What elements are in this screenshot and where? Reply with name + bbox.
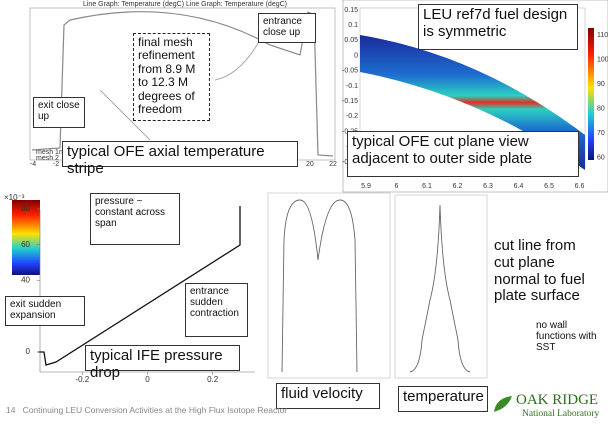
footer: 14 Continuing LEU Conversion Activities … [6, 405, 287, 415]
y-tick-label: 60 [21, 240, 30, 249]
axial-title: Line Graph: Temperature (degC) Line Grap… [83, 1, 287, 8]
exit-expansion-callout: exit sudden expansion [5, 296, 85, 326]
colorbar [588, 28, 594, 160]
symmetric-callout: LEU ref7d fuel design is symmetric [418, 4, 578, 50]
x-tick-label: 22 [329, 161, 337, 168]
colorbar-label: 70 [597, 130, 605, 137]
page: html,body{margin:0;padding:0;} body{widt… [0, 0, 608, 427]
colorbar-label: 60 [597, 154, 605, 161]
y-tick-label: 40 [21, 276, 30, 285]
y-tick-label: -0.15 [342, 98, 358, 105]
page-number: 14 [6, 405, 15, 415]
x-tick-label: -4 [30, 161, 36, 168]
colorbar-label: 80 [597, 105, 605, 112]
entrance-callout: entrance close up [258, 13, 316, 43]
y-tick-label: -0.05 [342, 68, 358, 75]
logo-sub: National Laboratory [522, 409, 599, 419]
y-tick-label: 80 [21, 204, 30, 213]
mesh-callout: final mesh refinement from 8.9 M to 12.3… [133, 33, 210, 121]
exponent: ×10⁻³ [4, 193, 25, 202]
wall-callout: no wall functions with SST [532, 318, 604, 374]
x-tick-label: 20 [306, 161, 314, 168]
legend-entry: mesh 2 [36, 155, 59, 162]
x-tick-label: 0 [145, 375, 150, 384]
entrance-contraction-callout: entrance sudden contraction [185, 283, 248, 337]
logo-name: OAK RIDGE [516, 392, 598, 409]
cut-line-callout: cut line from cut plane normal to fuel p… [490, 236, 603, 306]
logo-leaf [492, 394, 514, 414]
logo: OAK RIDGE National Laboratory [492, 392, 604, 424]
x-tick-label: -0.2 [75, 375, 89, 384]
y-tick-label: 0.15 [344, 7, 358, 14]
x-tick-label: 5.9 [361, 183, 371, 190]
x-tick-label: -2 [53, 161, 59, 168]
slide: {"axial_plot":{"title":"Line Graph: Temp… [0, 0, 608, 427]
x-tick-label: 6.2 [453, 183, 463, 190]
x-tick-label: 6.5 [544, 183, 554, 190]
y-tick-label: -0.2 [346, 113, 358, 120]
exit-callout: exit close up [33, 97, 85, 128]
axial-callout: typical OFE axial temperature stripe [62, 141, 298, 167]
footer-text: Continuing LEU Conversion Activities at … [23, 405, 288, 415]
cut-plane-callout: typical OFE cut plane view adjacent to o… [347, 131, 579, 177]
x-tick-label: 6 [395, 183, 399, 190]
temperature-callout: temperature [398, 386, 488, 412]
colorbar-label: 90 [597, 81, 605, 88]
y-tick-label: 0.05 [344, 37, 358, 44]
velocity-callout: fluid velocity [276, 383, 380, 409]
x-tick-label: 6.1 [422, 183, 432, 190]
x-tick-label: 0.2 [207, 375, 219, 384]
pressure-callout: pressure ~ constant across span [90, 193, 180, 245]
y-tick-label: 0.1 [348, 22, 358, 29]
y-tick-label: 0 [26, 347, 31, 356]
x-tick-label: 6.4 [514, 183, 524, 190]
y-tick-label: 0 [354, 52, 358, 59]
x-tick-label: 6.3 [483, 183, 493, 190]
x-tick-label: 6.6 [575, 183, 585, 190]
y-tick-label: -0.1 [346, 83, 358, 90]
ife-callout: typical IFE pressure drop [85, 345, 240, 371]
colorbar-label: 100 [597, 56, 608, 63]
colorbar-label: 110 [597, 32, 608, 39]
